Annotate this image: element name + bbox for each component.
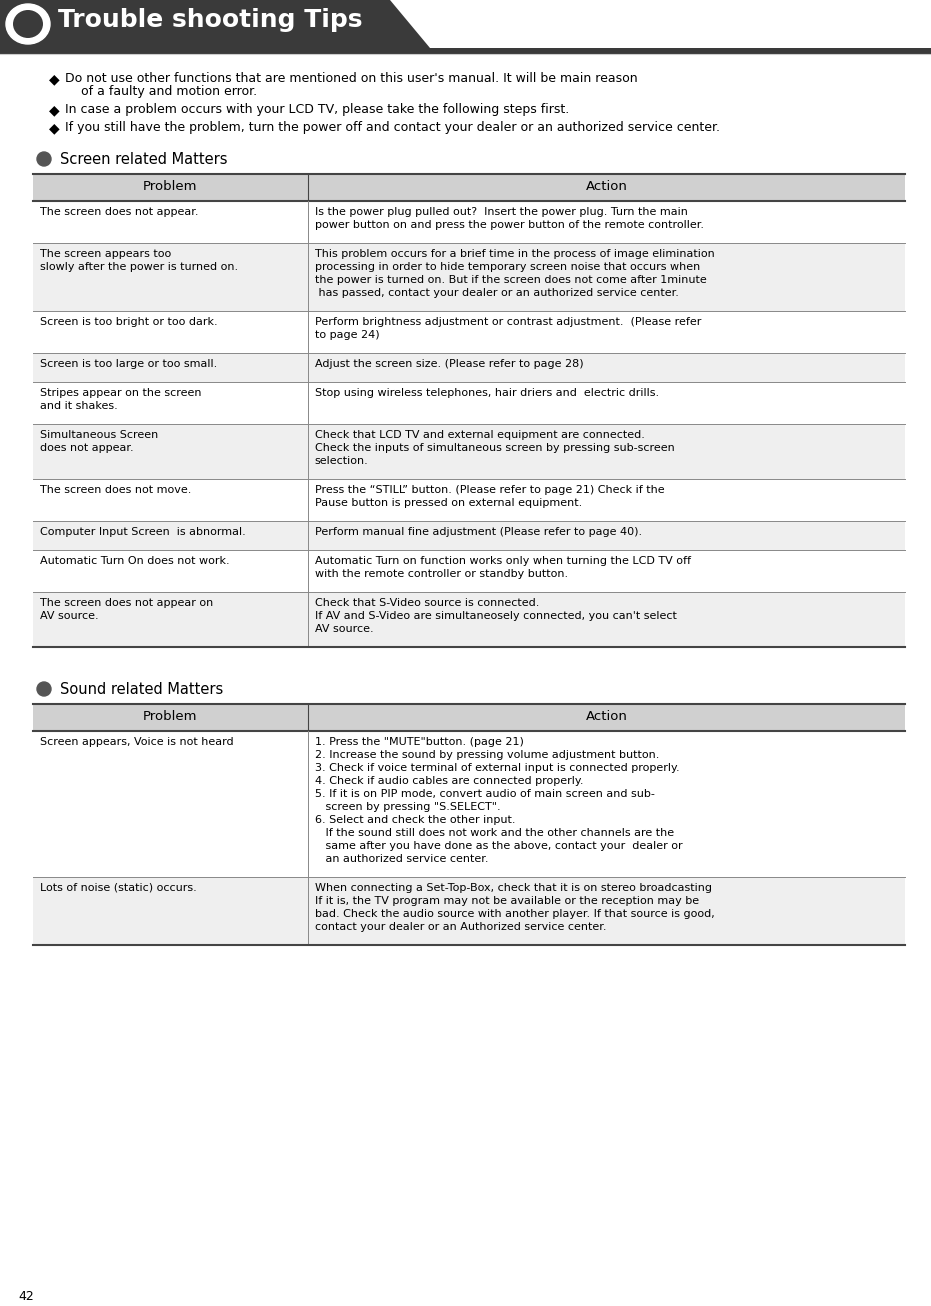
Text: selection.: selection. [315,456,369,466]
Text: of a faulty and motion error.: of a faulty and motion error. [65,85,257,98]
Ellipse shape [6,4,50,44]
Text: Press the “STILL” button. (Please refer to page 21) Check if the: Press the “STILL” button. (Please refer … [315,485,665,495]
Text: This problem occurs for a brief time in the process of image elimination: This problem occurs for a brief time in … [315,249,714,259]
Text: AV source.: AV source. [315,624,373,633]
Text: The screen does not appear on: The screen does not appear on [40,598,213,609]
Text: The screen does not move.: The screen does not move. [40,485,192,495]
Text: 1. Press the "MUTE"button. (page 21): 1. Press the "MUTE"button. (page 21) [315,737,523,747]
Text: an authorized service center.: an authorized service center. [315,854,488,865]
Text: power button on and press the power button of the remote controller.: power button on and press the power butt… [315,219,704,230]
Text: ◆: ◆ [49,103,60,118]
Text: 6. Select and check the other input.: 6. Select and check the other input. [315,815,515,825]
Text: Check that LCD TV and external equipment are connected.: Check that LCD TV and external equipment… [315,430,644,440]
Text: processing in order to hide temporary screen noise that occurs when: processing in order to hide temporary sc… [315,263,700,272]
Text: bad. Check the audio source with another player. If that source is good,: bad. Check the audio source with another… [315,909,714,919]
Text: does not appear.: does not appear. [40,443,134,453]
Text: Pause button is pressed on external equipment.: Pause button is pressed on external equi… [315,498,582,508]
Text: Check the inputs of simultaneous screen by pressing sub-screen: Check the inputs of simultaneous screen … [315,443,674,453]
Text: In case a problem occurs with your LCD TV, please take the following steps first: In case a problem occurs with your LCD T… [65,103,569,116]
Text: Adjust the screen size. (Please refer to page 28): Adjust the screen size. (Please refer to… [315,359,584,370]
Text: with the remote controller or standby button.: with the remote controller or standby bu… [315,569,568,579]
Text: same after you have done as the above, contact your  dealer or: same after you have done as the above, c… [315,841,682,852]
Text: Screen is too large or too small.: Screen is too large or too small. [40,359,217,370]
Text: Computer Input Screen  is abnormal.: Computer Input Screen is abnormal. [40,528,246,537]
Text: Action: Action [586,710,627,724]
Text: Automatic Turn on function works only when turning the LCD TV off: Automatic Turn on function works only wh… [315,556,691,565]
Bar [33,243,905,311]
Text: 2. Increase the sound by pressing volume adjustment button.: 2. Increase the sound by pressing volume… [315,750,659,760]
Text: Perform manual fine adjustment (Please refer to page 40).: Perform manual fine adjustment (Please r… [315,528,641,537]
Text: AV source.: AV source. [40,611,99,620]
Text: Trouble shooting Tips: Trouble shooting Tips [58,8,362,33]
Text: 3. Check if voice terminal of external input is connected properly.: 3. Check if voice terminal of external i… [315,763,680,773]
Text: Automatic Turn On does not work.: Automatic Turn On does not work. [40,556,230,565]
Bar [33,174,905,201]
Bar [33,704,905,731]
Text: Action: Action [586,180,627,193]
Text: has passed, contact your dealer or an authorized service center.: has passed, contact your dealer or an au… [315,289,679,298]
Text: slowly after the power is turned on.: slowly after the power is turned on. [40,263,238,272]
Text: screen by pressing "S.SELECT".: screen by pressing "S.SELECT". [315,802,500,812]
Text: ◆: ◆ [49,72,60,86]
Text: Screen is too bright or too dark.: Screen is too bright or too dark. [40,317,218,326]
Text: Problem: Problem [143,180,197,193]
Text: 5. If it is on PIP mode, convert audio of main screen and sub-: 5. If it is on PIP mode, convert audio o… [315,789,654,799]
Text: Perform brightness adjustment or contrast adjustment.  (Please refer: Perform brightness adjustment or contras… [315,317,701,326]
Text: Problem: Problem [143,710,197,724]
Bar [33,353,905,381]
Text: If it is, the TV program may not be available or the reception may be: If it is, the TV program may not be avai… [315,896,699,906]
Bar [33,424,905,479]
Text: ◆: ◆ [49,121,60,135]
Text: Screen appears, Voice is not heard: Screen appears, Voice is not heard [40,737,234,747]
Bar [33,521,905,550]
Text: The screen does not appear.: The screen does not appear. [40,206,198,217]
Text: If AV and S-Video are simultaneosely connected, you can't select: If AV and S-Video are simultaneosely con… [315,611,677,620]
Text: and it shakes.: and it shakes. [40,401,117,411]
Circle shape [37,151,51,166]
Text: If you still have the problem, turn the power off and contact your dealer or an : If you still have the problem, turn the … [65,121,720,135]
Text: 42: 42 [18,1290,34,1303]
Polygon shape [0,0,430,48]
Text: Lots of noise (static) occurs.: Lots of noise (static) occurs. [40,883,196,893]
Text: Stop using wireless telephones, hair driers and  electric drills.: Stop using wireless telephones, hair dri… [315,388,659,398]
Text: Check that S-Video source is connected.: Check that S-Video source is connected. [315,598,539,609]
Text: contact your dealer or an Authorized service center.: contact your dealer or an Authorized ser… [315,922,606,932]
Text: When connecting a Set-Top-Box, check that it is on stereo broadcasting: When connecting a Set-Top-Box, check tha… [315,883,711,893]
Text: Is the power plug pulled out?  Insert the power plug. Turn the main: Is the power plug pulled out? Insert the… [315,206,688,217]
Text: the power is turned on. But if the screen does not come after 1minute: the power is turned on. But if the scree… [315,276,707,285]
Text: 4. Check if audio cables are connected properly.: 4. Check if audio cables are connected p… [315,776,583,786]
Text: to page 24): to page 24) [315,330,379,340]
Ellipse shape [13,10,43,38]
Text: Sound related Matters: Sound related Matters [60,682,223,697]
Polygon shape [0,48,931,54]
Text: The screen appears too: The screen appears too [40,249,171,259]
Text: Do not use other functions that are mentioned on this user's manual. It will be : Do not use other functions that are ment… [65,72,638,85]
Text: Screen related Matters: Screen related Matters [60,151,227,167]
Text: Simultaneous Screen: Simultaneous Screen [40,430,158,440]
Bar [33,878,905,946]
Bar [33,592,905,646]
Text: Stripes appear on the screen: Stripes appear on the screen [40,388,201,398]
Text: If the sound still does not work and the other channels are the: If the sound still does not work and the… [315,828,674,838]
Circle shape [37,682,51,696]
